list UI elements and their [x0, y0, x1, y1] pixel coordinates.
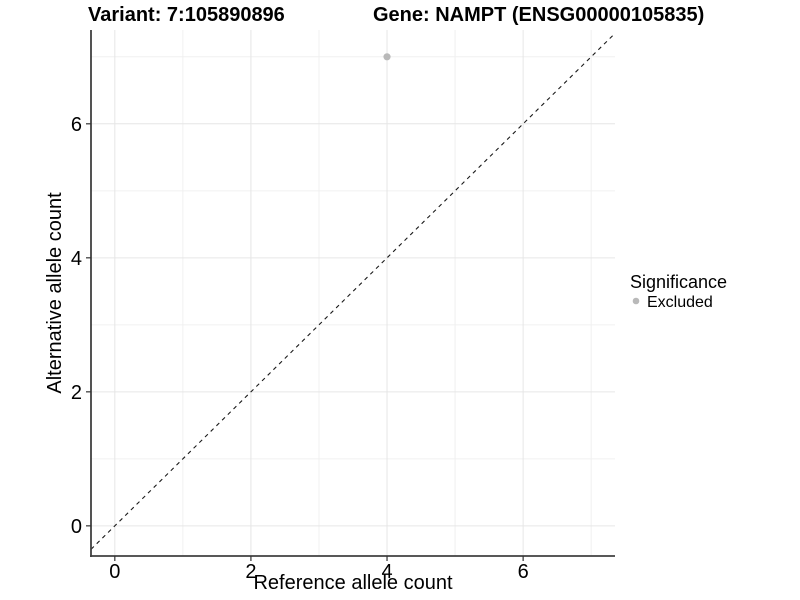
y-tick-label: 6 [71, 114, 82, 136]
y-tick-label: 2 [71, 382, 82, 404]
legend: Significance Excluded [630, 272, 727, 311]
y-tick-label: 4 [71, 248, 82, 270]
legend-excluded-dot [632, 297, 640, 305]
x-tick-label: 0 [109, 561, 120, 583]
x-axis-title: Reference allele count [253, 572, 452, 594]
legend-excluded-label: Excluded [647, 294, 713, 311]
gridlines [91, 30, 615, 556]
x-tick-label: 4 [381, 561, 392, 583]
scatter-point [383, 53, 391, 61]
x-tick-label: 2 [245, 561, 256, 583]
legend-title: Significance [630, 272, 727, 292]
y-axis-ticks: 0 2 4 6 [71, 114, 91, 538]
variant-title: Variant: 7:105890896 [88, 4, 285, 26]
gene-title: Gene: NAMPT (ENSG00000105835) [373, 4, 704, 26]
y-tick-label: 0 [71, 516, 82, 538]
x-axis-ticks: 0 2 4 6 [109, 556, 529, 583]
identity-line [90, 32, 616, 550]
x-tick-label: 6 [518, 561, 529, 583]
y-axis-title: Alternative allele count [44, 192, 66, 394]
scatter-points [383, 53, 391, 61]
